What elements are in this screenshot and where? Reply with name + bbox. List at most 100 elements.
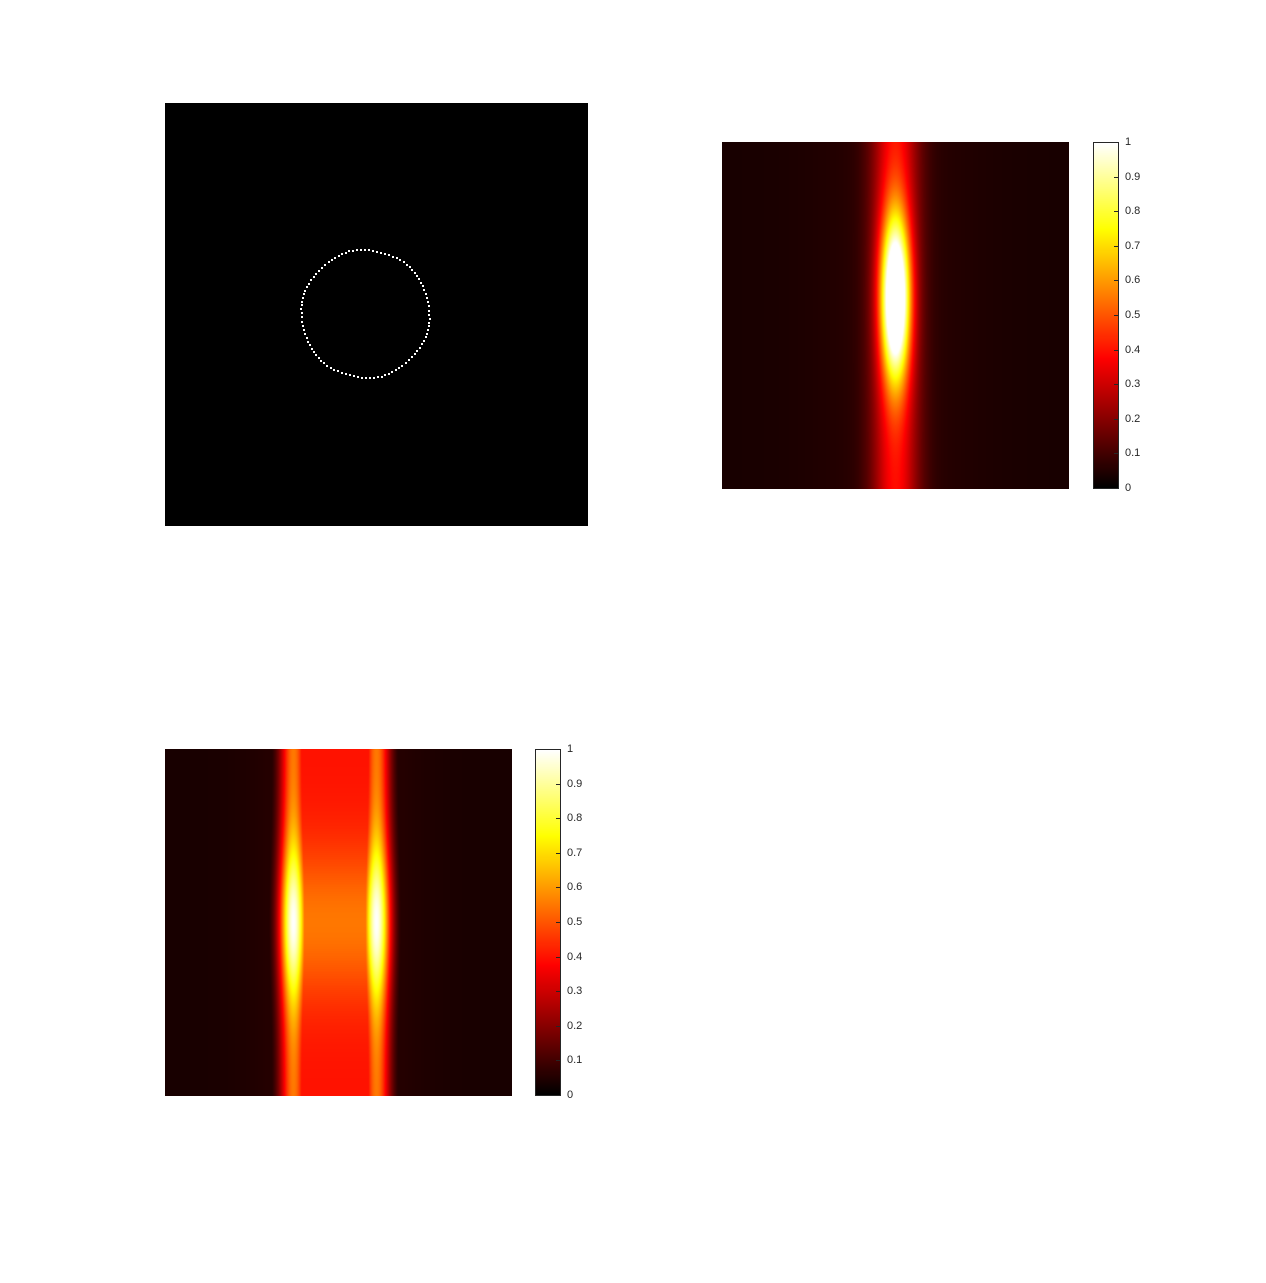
colorbar-tick-label: 0.3 [1125, 378, 1141, 391]
colorbar-tick-mark [1114, 418, 1118, 420]
ring-dot [427, 301, 429, 303]
ring-image-panel [165, 103, 588, 526]
colorbar-tick-label: 0.4 [567, 950, 583, 963]
double-beam-heatmap [165, 749, 512, 1096]
colorbar-tick-label: 0.6 [567, 881, 583, 894]
colorbar-tick-label: 0.9 [567, 777, 583, 790]
ring-dot [428, 325, 430, 327]
ring-dot [392, 256, 394, 258]
ring-dot [421, 343, 423, 345]
ring-dot [391, 371, 393, 373]
ring-dot [349, 374, 351, 376]
ring-dot [302, 325, 304, 327]
ring-dot [388, 373, 390, 375]
ring-dot [423, 340, 425, 342]
colorbar-tick-mark [556, 956, 560, 958]
ring-dot [303, 329, 305, 331]
ring-dot [303, 293, 305, 295]
ring-dot [380, 252, 382, 254]
ring-dot [372, 250, 374, 252]
colorbar-tick-label: 0.1 [1125, 447, 1141, 460]
colorbar-tick-label: 0.5 [1125, 309, 1141, 321]
ring-dot [331, 259, 333, 261]
ring-dot [426, 297, 428, 299]
ring-dot [406, 264, 408, 266]
ring-dot [396, 257, 398, 259]
single-beam-heatmap [722, 142, 1069, 489]
ring-dot [353, 375, 355, 377]
ring-dot [408, 359, 410, 361]
double-beam-colorbar [535, 749, 561, 1096]
ring-dot [302, 297, 304, 299]
ring-dot [365, 377, 367, 379]
ring-dot [428, 322, 430, 324]
colorbar-tick-mark [1114, 245, 1118, 247]
ring-dot [304, 290, 306, 292]
ring-dot [377, 376, 379, 378]
ring-dot [313, 276, 315, 278]
ring-dot [388, 254, 390, 256]
colorbar-tick-label: 0.1 [567, 1054, 583, 1067]
ring-dot [399, 259, 401, 261]
ring-dot [429, 318, 431, 320]
ring-dot [333, 369, 335, 371]
ring-dot [348, 250, 350, 252]
colorbar-tick-mark [1114, 176, 1118, 178]
ring-dot [364, 249, 366, 251]
ring-dot [330, 367, 332, 369]
colorbar-tick-label: 0.3 [567, 985, 583, 998]
ring-dot [411, 356, 413, 358]
ring-dot [324, 264, 326, 266]
ring-dot [328, 261, 330, 263]
colorbar-tick-label: 0.2 [1125, 412, 1141, 425]
colorbar-tick-label: 0.4 [1125, 343, 1141, 356]
ring-dot [411, 269, 413, 271]
colorbar-tick-mark [556, 1025, 560, 1027]
colorbar-tick-mark [556, 991, 560, 993]
ring-dot [301, 304, 303, 306]
ring-dot [352, 250, 354, 252]
colorbar-tick-mark [556, 887, 560, 889]
ring-dot [307, 341, 309, 343]
colorbar-tick-label: 0 [1125, 482, 1132, 494]
ring-dot [341, 253, 343, 255]
ring-dot [420, 282, 422, 284]
ring-dot [313, 351, 315, 353]
ring-dot [418, 278, 420, 280]
colorbar-tick-label: 0.2 [567, 1019, 583, 1032]
colorbar-tick-label: 0.8 [567, 812, 583, 825]
ring-dot [416, 275, 418, 277]
ring-dot [338, 255, 340, 257]
ring-dot [301, 301, 303, 303]
ring-dot [309, 344, 311, 346]
ring-dot [323, 362, 325, 364]
ring-dot [423, 289, 425, 291]
colorbar-tick-mark [1114, 488, 1118, 489]
ring-dot [341, 372, 343, 374]
ring-dot [409, 266, 411, 268]
ring-dot [356, 249, 358, 251]
colorbar-tick-mark [556, 818, 560, 820]
ring-dot [334, 257, 336, 259]
colorbar-tick-mark [556, 852, 560, 854]
ring-dot [416, 350, 418, 352]
ring-dot [357, 376, 359, 378]
ring-dot [315, 354, 317, 356]
ring-dot [414, 353, 416, 355]
ring-dot [301, 316, 303, 318]
ring-dot [376, 251, 378, 253]
colorbar-tick-label: 1 [567, 743, 574, 755]
ring-dot [428, 305, 430, 307]
colorbar-tick-mark [1114, 453, 1118, 455]
colorbar-tick-mark [1114, 211, 1118, 213]
ring-dot [318, 357, 320, 359]
colorbar-tick-label: 0.8 [1125, 205, 1141, 218]
ring-dot [384, 253, 386, 255]
ring-dot [368, 249, 370, 251]
ring-dot [428, 314, 430, 316]
ring-dot [337, 370, 339, 372]
ring-dot [419, 347, 421, 349]
colorbar-tick-mark [1114, 384, 1118, 386]
ring-dot [308, 283, 310, 285]
ring-dot [403, 261, 405, 263]
